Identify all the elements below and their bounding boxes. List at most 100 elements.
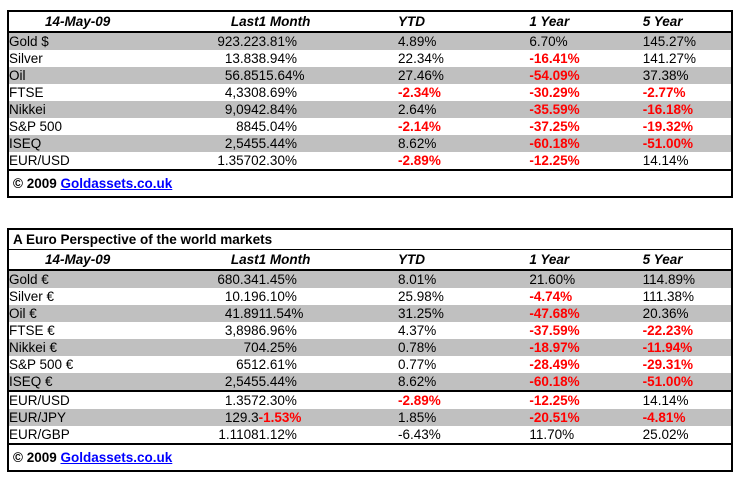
value-cell: -12.25% [529,390,643,409]
asset-label: Silver [9,51,43,66]
market-row: ISEQ 2,545 5.44% 8.62% -60.18% -51.00% [8,135,732,152]
value-cell: -19.32% [642,119,694,134]
value-cell: 651 [236,357,259,372]
euro_table-header-row: 14-May-09 Last 1 Month YTD 1 Year 5 Year [8,249,732,271]
value-cell: -2.77% [642,85,686,100]
value-cell: 6.10% [258,289,297,304]
asset-label: EUR/JPY [8,409,147,426]
euro_table-footer-row: © 2009 Goldassets.co.uk [8,443,732,471]
value-cell: 145.27% [642,32,732,50]
value-cell: -2.34% [398,85,441,100]
value-cell: 2.61% [258,357,297,372]
market-row: EUR/USD 1.3570 2.30% -2.89% -12.25% 14.14% [8,152,732,170]
value-cell: 27.46% [398,67,530,84]
euro-markets-table: A Euro Perspective of the world markets 1… [7,228,733,472]
column-header: YTD [398,11,530,33]
value-cell: 111.38% [642,289,694,304]
goldassets-link[interactable]: Goldassets.co.uk [60,450,173,465]
market-row: Gold €680.34 1.45% 8.01% 21.60% 114.89% [8,270,732,288]
copyright-cell: © 2009 Goldassets.co.uk [8,443,732,471]
asset-label: ISEQ [8,135,147,152]
asset-label: EUR/GBP [9,427,70,442]
value-cell: -60.18% [529,373,643,391]
value-cell: 2.64% [398,101,530,118]
value-cell: 8.62% [398,135,530,152]
value-cell: 884 [236,119,259,134]
goldassets-link[interactable]: Goldassets.co.uk [60,176,173,191]
value-cell: -29.31% [642,357,693,372]
market-row: Gold $923.22 3.81% 4.89% 6.70% 145.27% [8,32,732,50]
value-cell: 11.70% [529,427,575,442]
value-cell: 21.60% [529,270,643,288]
value-cell: -18.97% [529,339,643,356]
value-cell: 9,094 [146,101,259,118]
value-cell: -54.09% [529,67,643,84]
value-cell: 4.89% [398,32,530,50]
euro_table-title: A Euro Perspective of the world markets [8,229,732,250]
value-cell: -16.41% [529,51,580,66]
value-cell: -16.18% [642,101,732,118]
market-row: Nikkei €70 4.25% 0.78% -18.97% -11.94% [8,339,732,356]
value-cell: -6.43% [398,427,441,442]
value-cell: 2,545 [146,373,259,391]
value-cell: -22.23% [642,323,693,338]
value-cell: 1.1108 [218,427,259,442]
asset-label: S&P 500 [9,119,63,134]
value-cell: 680.34 [146,270,259,288]
value-cell: 70 [146,339,259,356]
column-header: 14-May-09 [8,11,147,33]
value-cell: -4.74% [529,289,573,304]
value-cell: 5.44% [258,373,399,391]
value-cell: 20.36% [642,305,732,322]
asset-label: ISEQ € [8,373,147,391]
value-cell: 3,898 [224,323,259,338]
value-cell: 5.04% [258,119,297,134]
value-cell: 1.85% [398,409,530,426]
market-row: EUR/USD 1.357 2.30% -2.89% -12.25% 14.14% [8,390,732,409]
market-row: EUR/GBP 1.1108 1.12% -6.43% 11.70% 25.02% [8,426,732,444]
value-cell: -30.29% [529,85,580,100]
asset-label: Oil € [8,305,147,322]
usd-markets-table: 14-May-09 Last 1 Month YTD 1 Year 5 Year Gold … [7,10,733,198]
value-cell: 10.19 [224,289,259,304]
value-cell: 8.62% [398,373,530,391]
market-row: FTSE 4,330 8.69% -2.34% -30.29% -2.77% [8,84,732,101]
asset-label: Nikkei [8,101,147,118]
euro_table-title-row: A Euro Perspective of the world markets [8,229,732,250]
column-header: YTD [398,249,530,271]
value-cell: 4.25% [258,339,399,356]
value-cell: 8.69% [258,85,297,100]
column-header: 5 Year [642,249,732,271]
asset-label: Gold $ [8,32,147,50]
asset-label: EUR/USD [9,153,70,168]
value-cell: 14.14% [642,390,732,409]
value-cell: 14.14% [642,153,689,168]
copyright-cell: © 2009 Goldassets.co.uk [8,169,732,197]
value-cell: 37.38% [642,67,732,84]
value-cell: -35.59% [529,101,643,118]
value-cell: 0.77% [398,357,437,372]
value-cell: 0.78% [398,339,530,356]
value-cell: 1.357 [146,390,259,409]
value-cell: -20.51% [529,409,643,426]
value-cell: -37.25% [529,119,580,134]
asset-label: Silver € [9,289,55,304]
value-cell: -1.53% [258,409,399,426]
asset-label: EUR/USD [8,390,147,409]
value-cell: 15.64% [258,67,399,84]
asset-label: S&P 500 € [9,357,74,372]
value-cell: 141.27% [642,51,697,66]
value-cell: 2.84% [258,101,399,118]
column-header: 14-May-09 [8,249,147,271]
value-cell: 923.22 [146,32,259,50]
copyright-text: © 2009 [13,450,57,465]
value-cell: 8.94% [258,51,297,66]
asset-label: Nikkei € [8,339,147,356]
value-cell: 56.85 [146,67,259,84]
value-cell: -2.89% [398,390,530,409]
value-cell: -2.89% [398,153,441,168]
value-cell: 6.70% [529,32,643,50]
value-cell: 2,545 [146,135,259,152]
market-row: Oil €41.89 11.54% 31.25% -47.68% 20.36% [8,305,732,322]
